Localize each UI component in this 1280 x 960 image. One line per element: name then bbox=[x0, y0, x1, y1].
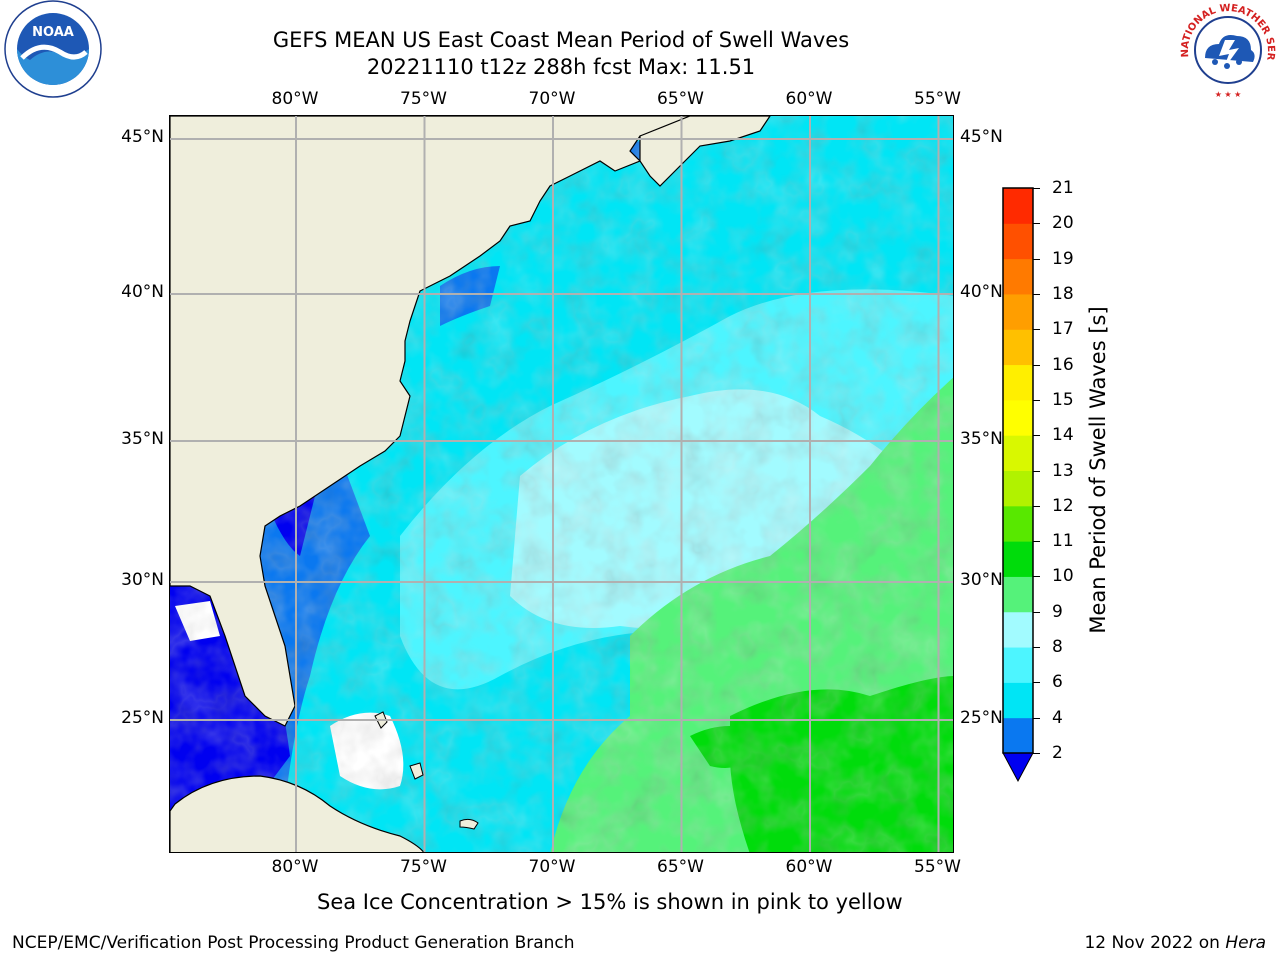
colorbar-segment bbox=[1003, 435, 1033, 471]
colorbar-tick-mark bbox=[1033, 717, 1040, 719]
colorbar-segment bbox=[1003, 329, 1033, 366]
colorbar-tick-label: 19 bbox=[1052, 248, 1074, 269]
lon-label: 60°W bbox=[785, 89, 833, 109]
colorbar-tick-mark bbox=[1033, 399, 1040, 401]
colorbar-tick-mark bbox=[1033, 682, 1040, 684]
colorbar-tick-label: 20 bbox=[1052, 213, 1074, 234]
colorbar-tick-label: 21 bbox=[1052, 178, 1074, 198]
colorbar-segment bbox=[1003, 541, 1033, 577]
colorbar-segment bbox=[1003, 258, 1033, 295]
lat-label: 35°N bbox=[960, 429, 1003, 449]
noaa-logo: NOAA bbox=[0, 0, 106, 100]
colorbar-tick-mark bbox=[1033, 329, 1040, 331]
svg-text:★ ★ ★: ★ ★ ★ bbox=[1215, 90, 1242, 99]
footer-date-text: 12 Nov 2022 on bbox=[1084, 933, 1226, 953]
colorbar-tick-label: 11 bbox=[1052, 531, 1074, 552]
footer-credit: NCEP/EMC/Verification Post Processing Pr… bbox=[12, 933, 575, 953]
colorbar-segment bbox=[1003, 364, 1033, 401]
swell-period-map bbox=[170, 116, 953, 852]
colorbar-tick-label: 10 bbox=[1052, 566, 1074, 587]
lon-label: 70°W bbox=[528, 89, 576, 109]
colorbar-tick-mark bbox=[1033, 611, 1040, 613]
colorbar-tick-mark bbox=[1033, 223, 1040, 225]
colorbar-segment bbox=[1003, 717, 1033, 754]
lon-label: 80°W bbox=[271, 857, 319, 877]
lat-label: 45°N bbox=[121, 127, 164, 147]
lat-label: 40°N bbox=[960, 282, 1003, 302]
colorbar-tick-mark bbox=[1033, 188, 1040, 189]
map-panel bbox=[169, 115, 954, 853]
lon-label: 60°W bbox=[785, 857, 833, 877]
land-bahamas bbox=[409, 762, 424, 780]
colorbar-segment bbox=[1003, 505, 1033, 542]
graticule bbox=[170, 116, 953, 852]
colorbar-segment bbox=[1003, 293, 1033, 330]
colorbar-tick-label: 17 bbox=[1052, 319, 1074, 340]
colorbar-tick-mark bbox=[1033, 435, 1040, 437]
land-hispaniola-edge bbox=[459, 818, 479, 830]
colorbar-segment bbox=[1003, 188, 1033, 224]
sea-ice-note: Sea Ice Concentration > 15% is shown in … bbox=[317, 890, 903, 914]
colorbar-segment bbox=[1003, 647, 1033, 683]
lon-label: 65°W bbox=[657, 89, 704, 109]
colorbar-segment bbox=[1003, 470, 1033, 507]
colorbar-tick-label: 6 bbox=[1052, 672, 1063, 693]
chart-subtitle: 20221110 t12z 288h fcst Max: 11.51 bbox=[366, 55, 756, 79]
colorbar-tick-label: 18 bbox=[1052, 283, 1074, 304]
lat-label: 35°N bbox=[121, 429, 164, 449]
colorbar-tick-mark bbox=[1033, 293, 1040, 295]
lon-label: 55°W bbox=[914, 89, 961, 109]
colorbar-tick-mark bbox=[1033, 541, 1040, 543]
colorbar-tick-mark bbox=[1033, 647, 1040, 649]
lat-label: 30°N bbox=[960, 570, 1003, 590]
colorbar-tick-label: 13 bbox=[1052, 460, 1074, 481]
lat-label: 30°N bbox=[121, 570, 164, 590]
colorbar-tick-label: 9 bbox=[1052, 601, 1063, 622]
lat-label: 45°N bbox=[960, 127, 1003, 147]
colorbar-tick-label: 16 bbox=[1052, 354, 1074, 375]
land-maritimes bbox=[639, 116, 771, 187]
lat-label: 25°N bbox=[121, 708, 164, 728]
colorbar-tick-label: 12 bbox=[1052, 495, 1074, 516]
colorbar-tick-mark bbox=[1033, 576, 1040, 578]
colorbar-tick-label: 8 bbox=[1052, 637, 1063, 658]
colorbar-tick-label: 2 bbox=[1052, 743, 1063, 763]
nws-logo: NATIONAL WEATHER SERVICE ★ ★ ★ bbox=[1171, 0, 1280, 100]
colorbar-segment bbox=[1003, 399, 1033, 436]
lon-label: 70°W bbox=[528, 857, 576, 877]
colorbar-tick-mark bbox=[1033, 258, 1040, 260]
lon-label: 75°W bbox=[400, 89, 447, 109]
lat-label: 25°N bbox=[960, 708, 1003, 728]
colorbar bbox=[1002, 187, 1034, 783]
chart-title: GEFS MEAN US East Coast Mean Period of S… bbox=[272, 28, 850, 52]
colorbar-tick-label: 4 bbox=[1052, 707, 1063, 728]
colorbar-tick-mark bbox=[1033, 753, 1040, 754]
colorbar-tick-mark bbox=[1033, 470, 1040, 472]
lon-label: 65°W bbox=[657, 857, 704, 877]
lat-label: 40°N bbox=[121, 282, 164, 302]
colorbar-segment bbox=[1003, 576, 1033, 613]
lon-label: 55°W bbox=[914, 857, 961, 877]
colorbar-tick-mark bbox=[1033, 364, 1040, 366]
colorbar-title: Mean Period of Swell Waves [s] bbox=[1086, 306, 1110, 634]
footer-date: 12 Nov 2022 on Hera bbox=[1084, 933, 1266, 953]
colorbar-tick-label: 14 bbox=[1052, 425, 1074, 446]
footer-machine: Hera bbox=[1225, 933, 1266, 953]
colorbar-tick-label: 15 bbox=[1052, 389, 1074, 410]
colorbar-extend-triangle bbox=[1002, 752, 1034, 783]
colorbar-tick-mark bbox=[1033, 505, 1040, 507]
colorbar-segment bbox=[1003, 223, 1033, 260]
colorbar-segment bbox=[1003, 611, 1033, 648]
noaa-logo-text: NOAA bbox=[32, 25, 74, 40]
land-north-america bbox=[170, 116, 692, 727]
lon-label: 80°W bbox=[271, 89, 319, 109]
colorbar-segment bbox=[1003, 682, 1033, 719]
lon-label: 75°W bbox=[400, 857, 447, 877]
